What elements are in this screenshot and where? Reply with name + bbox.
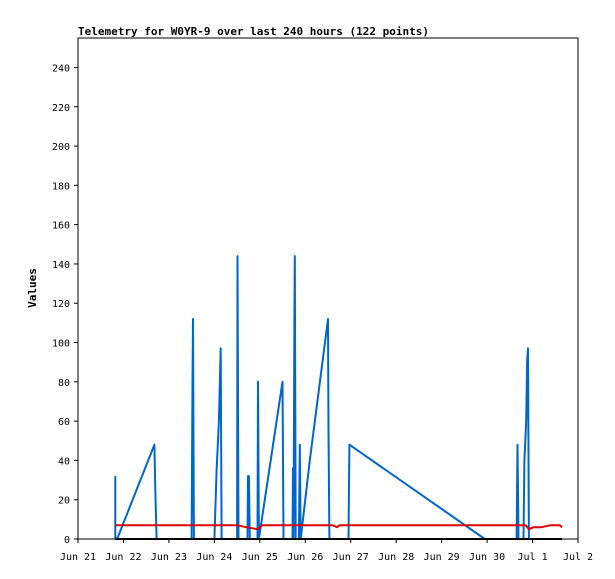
y-tick-label: 180	[52, 181, 70, 192]
y-tick-label: 80	[58, 378, 70, 389]
y-tick-label: 40	[58, 456, 70, 467]
y-tick-label: 200	[52, 142, 70, 153]
y-tick-label: 140	[52, 260, 70, 271]
x-tick-label: Jun 29	[424, 552, 460, 563]
y-axis: 0 20 40 60 80 100 120 140 160 180 200 220 240	[52, 63, 78, 546]
y-tick-label: 20	[58, 496, 70, 507]
x-tick-label: Jun 23	[151, 552, 187, 563]
y-tick-label: 240	[52, 63, 70, 74]
y-tick-label: 100	[52, 339, 70, 350]
x-tick-label: Jul 2	[563, 552, 593, 563]
x-tick-label: Jun 28	[378, 552, 414, 563]
x-tick-label: Jun 21	[60, 552, 96, 563]
y-axis-label: Values	[26, 268, 39, 308]
x-tick-label: Jun 30	[469, 552, 505, 563]
x-tick-label: Jun 25	[242, 552, 278, 563]
series-layer	[114, 255, 563, 540]
y-tick-label: 0	[64, 535, 70, 546]
x-tick-label: Jun 26	[287, 552, 323, 563]
y-tick-label: 60	[58, 417, 70, 428]
x-tick-label: Jun 24	[196, 552, 232, 563]
y-tick-label: 220	[52, 103, 70, 114]
x-tick-label: Jun 22	[105, 552, 141, 563]
y-tick-label: 120	[52, 299, 70, 310]
y-tick-label: 160	[52, 221, 70, 232]
x-tick-label: Jul 1	[517, 552, 547, 563]
chart-title: Telemetry for W0YR-9 over last 240 hours…	[78, 25, 429, 38]
x-tick-label: Jun 27	[333, 552, 369, 563]
series-line-2	[115, 524, 563, 531]
